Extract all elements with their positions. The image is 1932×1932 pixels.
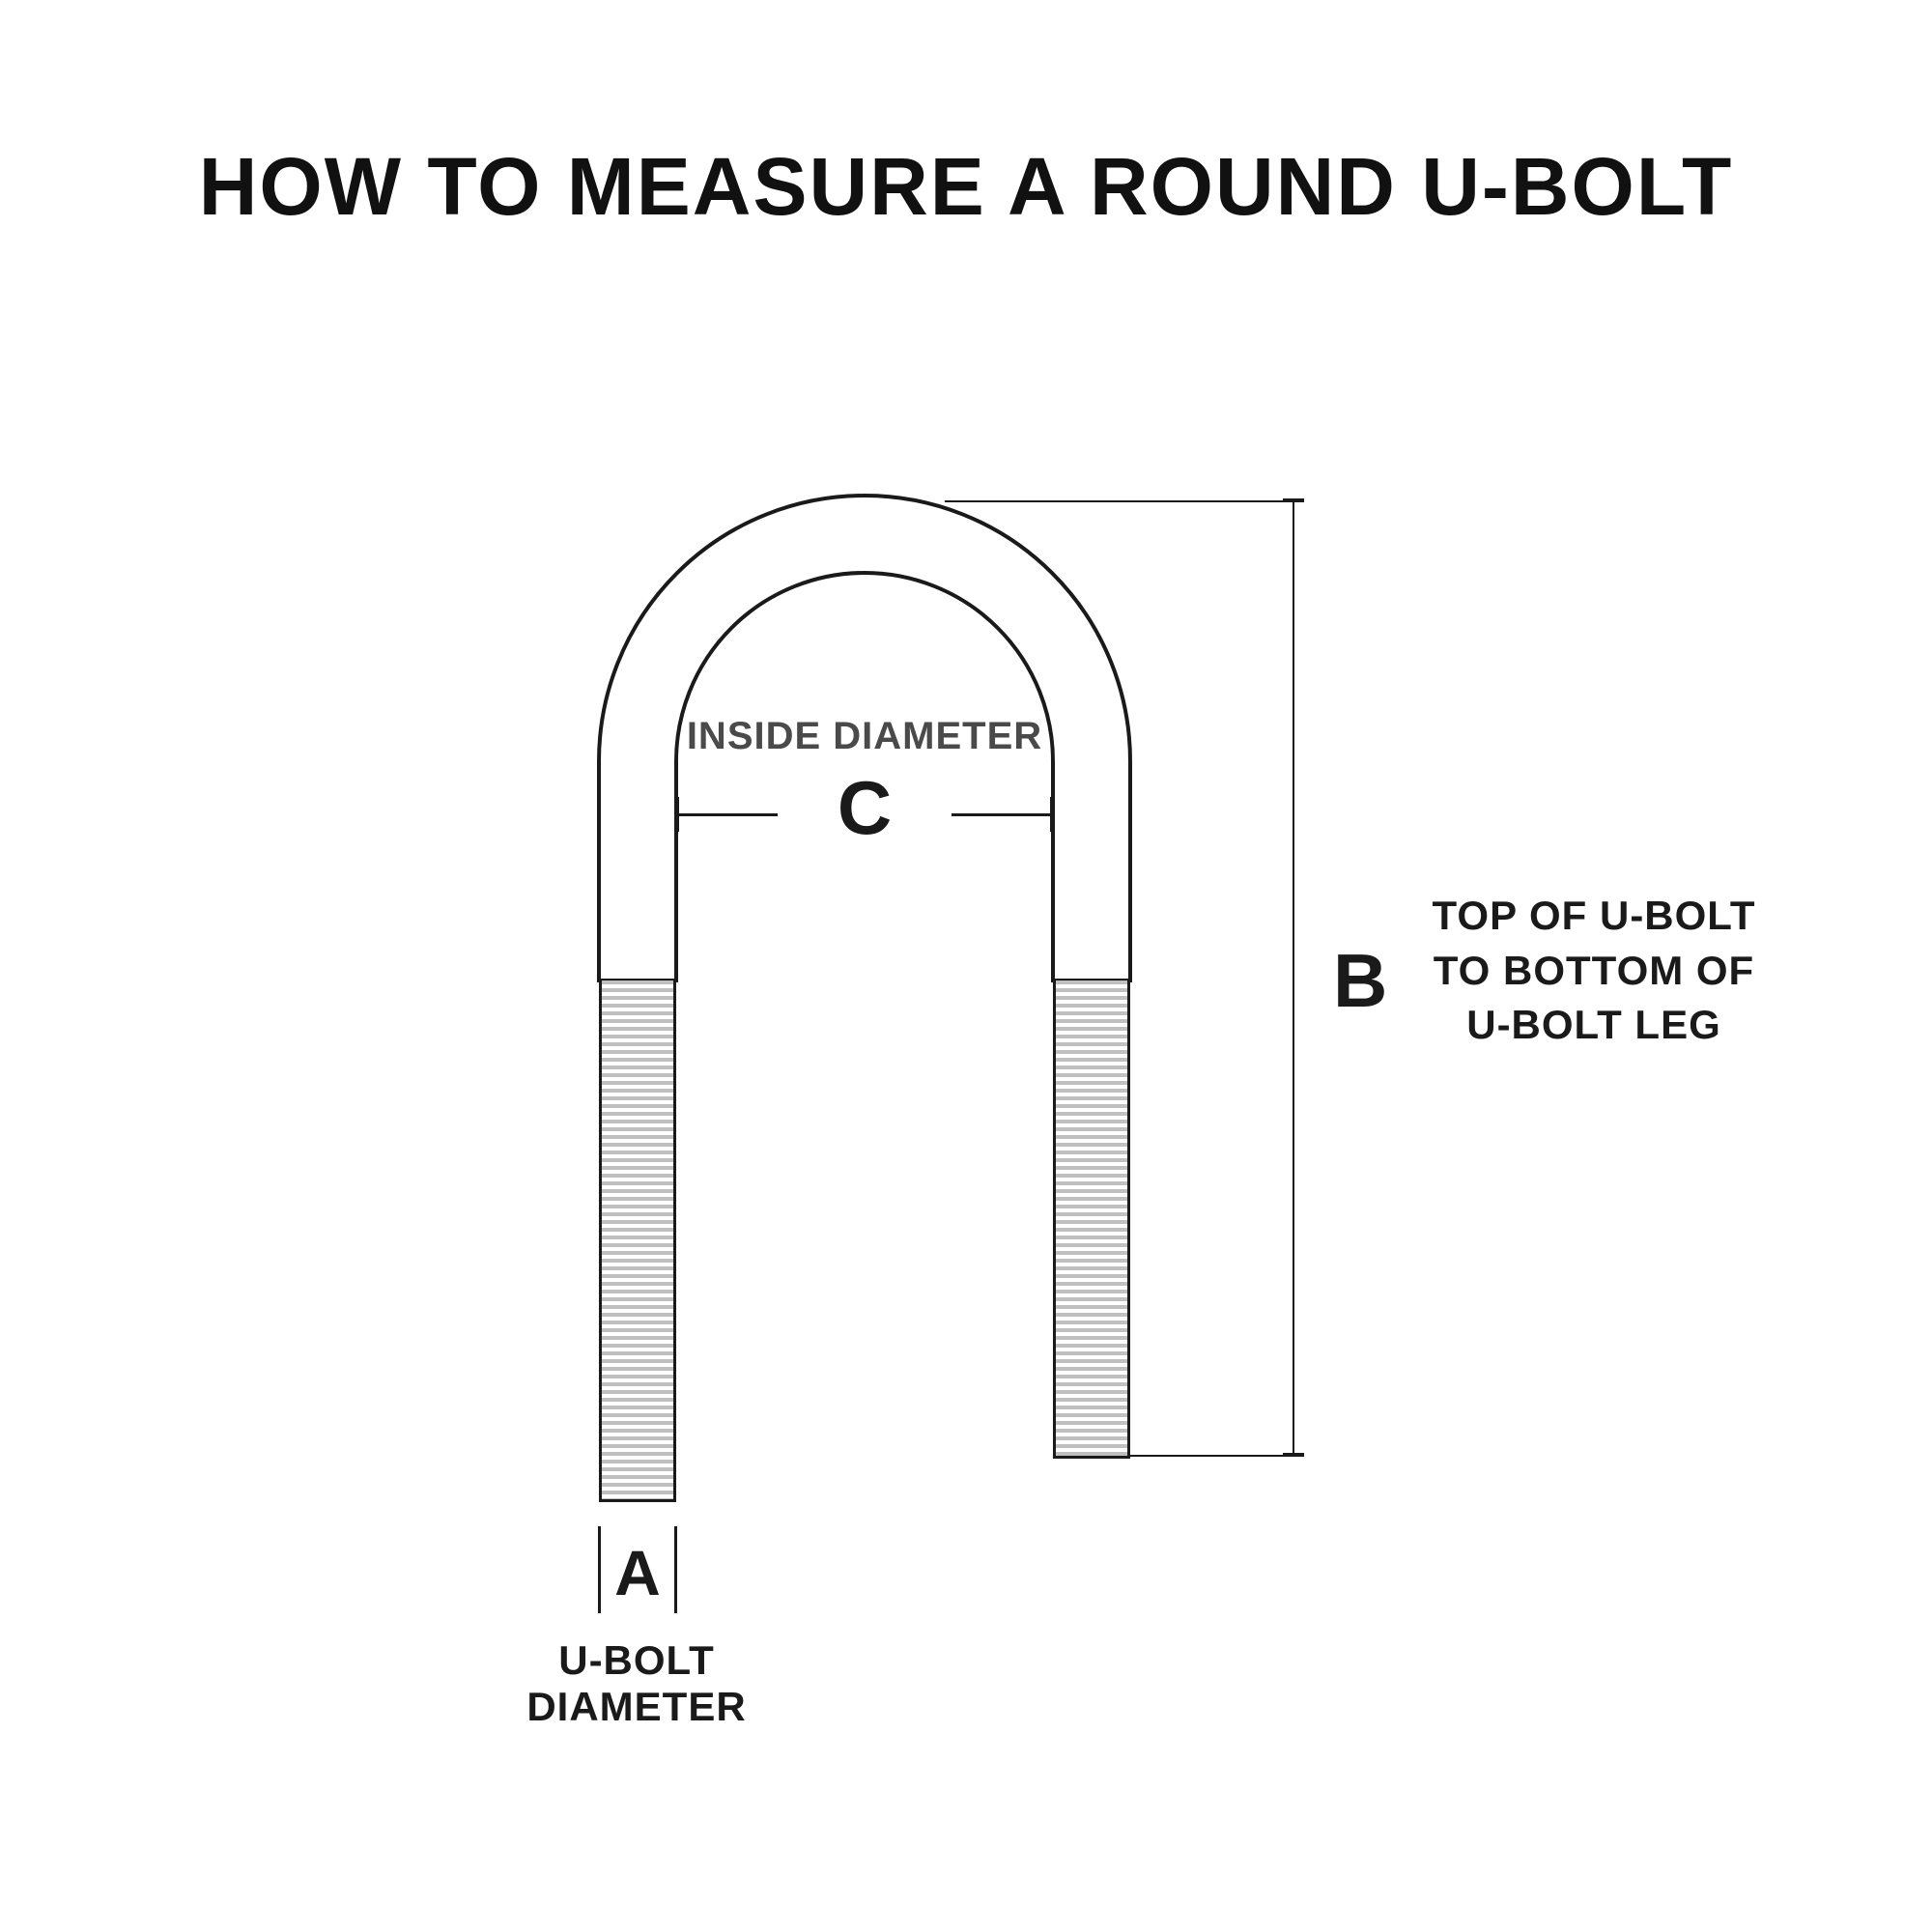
c-right-line (952, 813, 1053, 816)
label-b-line3: U-BOLT LEG (1410, 998, 1777, 1053)
page: HOW TO MEASURE A ROUND U-BOLT INSIDE DIA… (0, 0, 1932, 1932)
dim-b-bot-tick (1283, 1453, 1304, 1457)
label-b-text: TOP OF U-BOLT TO BOTTOM OF U-BOLT LEG (1410, 889, 1777, 1053)
ubolt-diagram: INSIDE DIAMETER C B TOP OF U-BOLT TO BOT… (0, 0, 1932, 1932)
label-a-letter: A (599, 1536, 676, 1609)
dim-b-top-tick (1283, 498, 1304, 502)
label-b-line1: TOP OF U-BOLT (1410, 889, 1777, 944)
left-threaded-leg (599, 980, 676, 1502)
label-b-letter: B (1333, 937, 1387, 1025)
label-b-line2: TO BOTTOM OF (1410, 944, 1777, 999)
label-c: INSIDE DIAMETER C (676, 715, 1053, 852)
dim-b-bot-ext (1130, 1455, 1294, 1457)
c-left-line (676, 813, 778, 816)
dim-b-vertical (1293, 500, 1294, 1457)
dim-b-top-ext (945, 500, 1294, 502)
label-a-text: U-BOLT DIAMETER (458, 1637, 815, 1730)
label-c-letter: C (676, 764, 1053, 852)
label-c-subtitle: INSIDE DIAMETER (676, 715, 1053, 758)
right-threaded-leg (1053, 980, 1130, 1459)
